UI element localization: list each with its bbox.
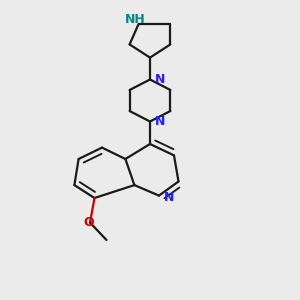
Text: N: N [154, 115, 165, 128]
Text: NH: NH [125, 13, 146, 26]
Text: N: N [164, 190, 174, 204]
Text: N: N [154, 73, 165, 86]
Text: O: O [83, 216, 94, 229]
